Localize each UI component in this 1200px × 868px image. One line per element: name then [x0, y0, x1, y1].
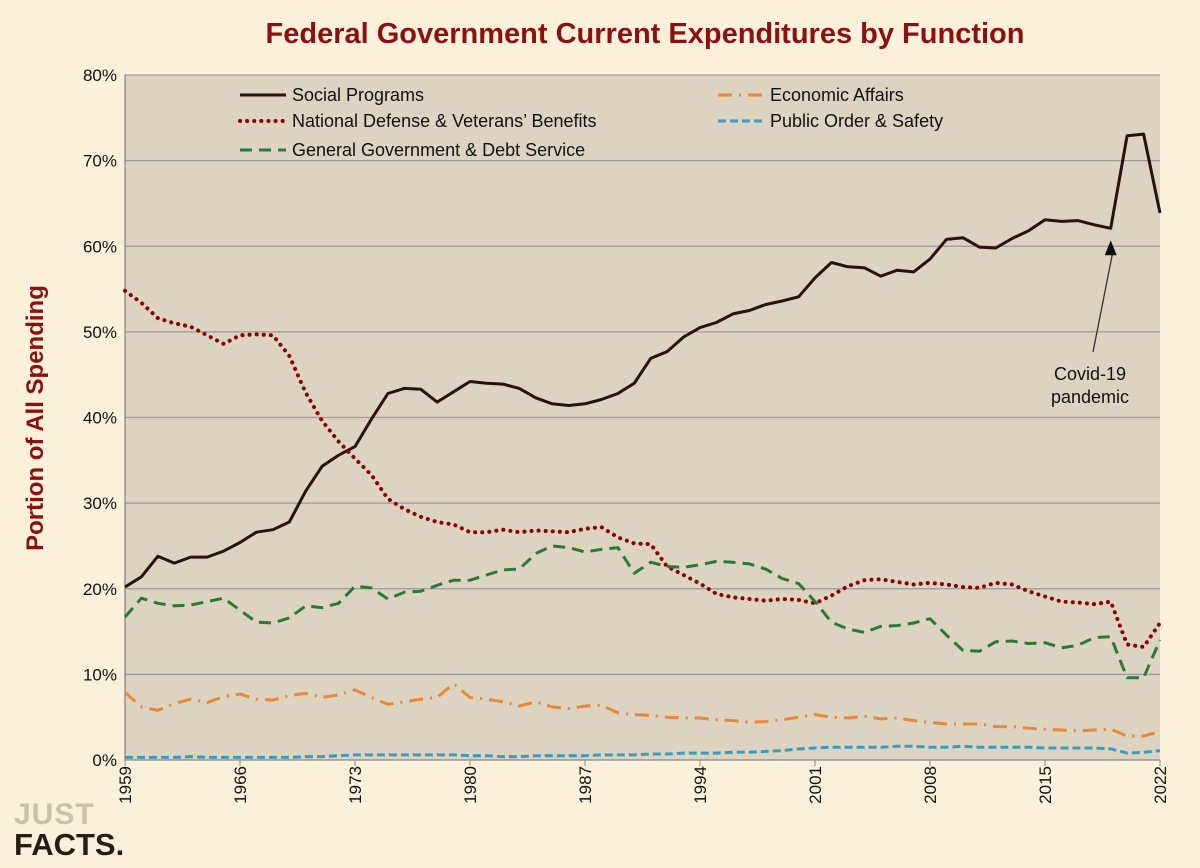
y-tick-label: 20%	[83, 580, 117, 599]
x-tick-label: 2008	[921, 766, 940, 804]
y-tick-label: 10%	[83, 665, 117, 684]
x-tick-label: 1966	[231, 766, 250, 804]
y-tick-label: 80%	[83, 66, 117, 85]
legend-label: Economic Affairs	[770, 85, 904, 105]
y-tick-label: 0%	[92, 751, 117, 770]
legend-label: National Defense & Veterans’ Benefits	[292, 111, 597, 131]
x-tick-label: 2015	[1036, 766, 1055, 804]
series-line-0	[124, 132, 1162, 589]
x-tick-label: 1980	[461, 766, 480, 804]
x-tick-label: 1987	[576, 766, 595, 804]
x-tick-label: 1994	[691, 766, 710, 804]
series-line-4	[123, 544, 1162, 680]
series-line-3	[125, 744, 1161, 759]
annotation-arrow	[1092, 252, 1114, 353]
legend-label: Social Programs	[292, 85, 424, 105]
annotation-line1: Covid-19	[1054, 364, 1126, 384]
x-tick-label: 1973	[346, 766, 365, 804]
series-line-2	[123, 288, 1162, 649]
y-tick-label: 30%	[83, 494, 117, 513]
arrowhead-icon	[1104, 240, 1117, 256]
x-tick-label: 2001	[806, 766, 825, 804]
y-tick-label: 60%	[83, 237, 117, 256]
x-tick-label: 1959	[116, 766, 135, 804]
x-tick-label: 2022	[1151, 766, 1170, 804]
y-tick-label: 40%	[83, 409, 117, 428]
chart-title: Federal Government Current Expenditures …	[265, 18, 1025, 50]
legend-label: Public Order & Safety	[770, 111, 943, 131]
series-line-1	[124, 682, 1161, 738]
logo-just: JUST	[14, 798, 95, 831]
annotation-line2: pandemic	[1051, 387, 1129, 407]
y-tick-label: 70%	[83, 152, 117, 171]
legend-label: General Government & Debt Service	[292, 140, 585, 160]
y-tick-label: 50%	[83, 323, 117, 342]
logo-facts: FACTS.	[14, 827, 125, 862]
just-facts-logo: JUST FACTS.	[14, 798, 125, 862]
